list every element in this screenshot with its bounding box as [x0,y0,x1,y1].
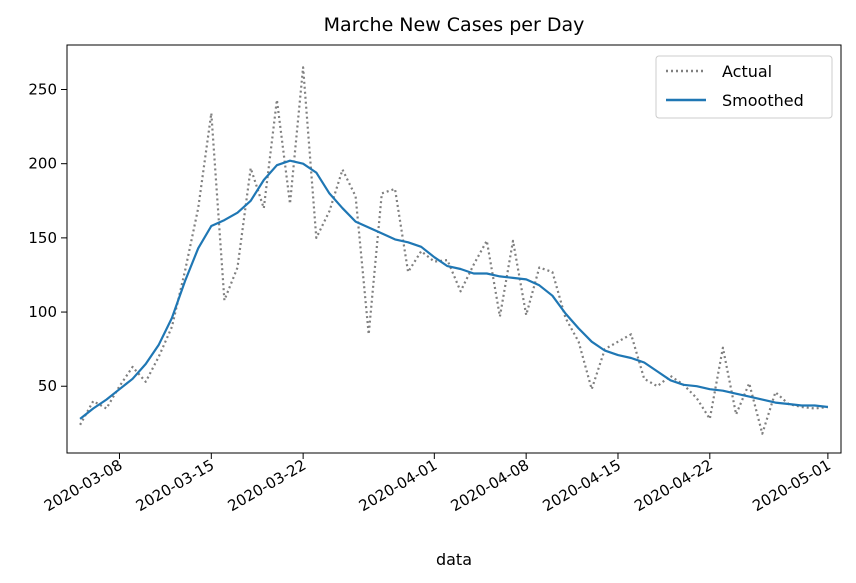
y-tick-label: 50 [38,377,57,395]
y-tick-label: 200 [28,155,57,173]
y-tick-label: 150 [28,229,57,247]
y-axis: 50 100 150 200 250 [28,81,67,395]
plot-area [79,66,829,435]
legend-box [655,55,833,119]
x-axis-label: data [436,550,472,569]
legend-smoothed-label: Smoothed [722,91,804,110]
series-line-actual [79,66,829,435]
plot-frame [66,44,842,454]
legend-actual-label: Actual [722,62,772,81]
series-line-smoothed [79,159,829,420]
y-tick-label: 100 [28,303,57,321]
y-tick-label: 250 [28,81,57,99]
legend: Actual Smoothed [655,55,833,119]
chart-title: Marche New Cases per Day [324,14,585,36]
